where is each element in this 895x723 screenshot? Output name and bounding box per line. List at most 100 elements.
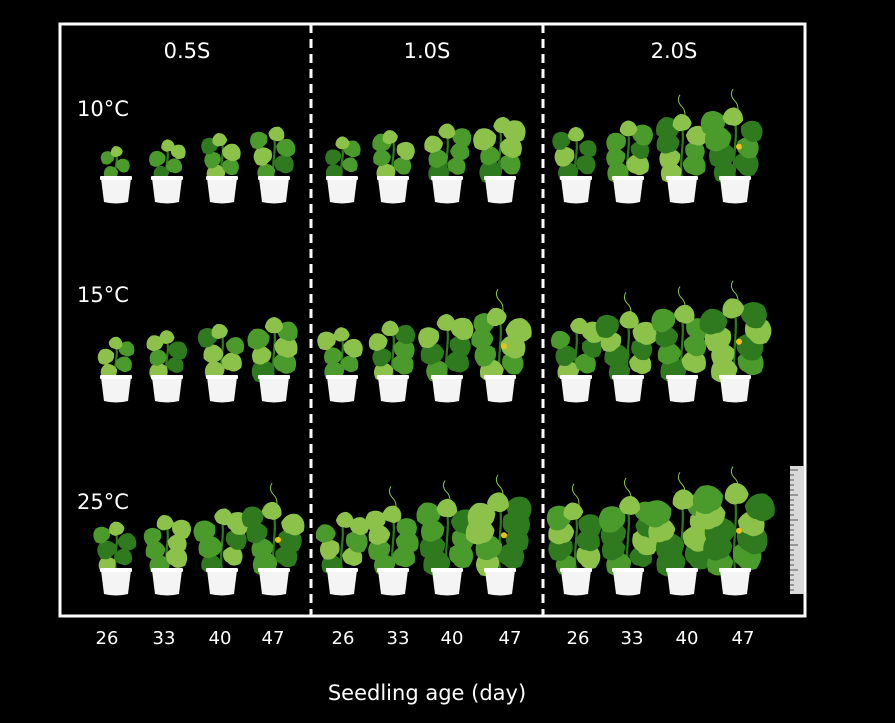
leaf [211, 323, 228, 340]
tendril [442, 480, 451, 513]
pot-rim [719, 176, 751, 180]
column-label-0-5s: 0.5S [164, 39, 211, 63]
leaf [630, 141, 650, 159]
pot-rim [612, 568, 644, 572]
pot-rim [100, 568, 132, 572]
seedling-pot [197, 323, 245, 403]
leaf [684, 334, 707, 357]
leaf [222, 158, 239, 176]
tendril [495, 288, 504, 322]
pot-rim [560, 375, 592, 379]
age-label: 47 [732, 628, 755, 649]
leaf [471, 328, 494, 349]
pot-rim [151, 375, 183, 379]
leaf [274, 335, 298, 358]
leaf [335, 136, 350, 150]
plant-photos [93, 88, 775, 596]
leaf [505, 318, 532, 343]
leaf [170, 144, 186, 160]
stem [391, 332, 395, 380]
leaf [115, 356, 132, 373]
leaf [319, 539, 340, 560]
pot [327, 377, 357, 403]
leaf [372, 347, 392, 367]
x-axis-label: Seedling age (day) [328, 681, 526, 705]
leaf [480, 146, 500, 166]
tendril [623, 477, 632, 511]
flower [736, 143, 742, 150]
leaf [252, 346, 272, 365]
leaf [598, 506, 626, 533]
age-labels: 26 33 40 47 26 33 40 47 26 33 40 47 [96, 628, 755, 649]
age-label: 33 [153, 628, 176, 649]
seedling-pot [424, 123, 472, 204]
leaf [149, 150, 166, 167]
leaf [722, 298, 745, 319]
leaf [335, 511, 354, 528]
leaf [424, 135, 444, 153]
leaf [393, 339, 415, 360]
flower [736, 527, 742, 534]
pot [720, 377, 750, 403]
age-label: 47 [262, 628, 285, 649]
seedling-pot [551, 317, 604, 403]
leaf [502, 352, 524, 375]
leaf [651, 308, 676, 333]
pot-rim [666, 176, 698, 180]
pot-rim [206, 176, 238, 180]
leaf [700, 110, 726, 135]
leaf [168, 341, 188, 360]
leaf [445, 350, 469, 373]
leaf [692, 485, 723, 515]
pot-rim [484, 176, 516, 180]
seedling-pot [465, 474, 532, 596]
leaf [467, 502, 496, 529]
age-label: 26 [567, 628, 590, 649]
leaf [109, 521, 125, 536]
seedling-pot [193, 508, 250, 596]
leaf [93, 526, 111, 544]
pot-rim [431, 568, 463, 572]
seedling-pot [250, 126, 296, 204]
leaf [225, 337, 245, 355]
pot-rim [377, 375, 409, 379]
pot [327, 570, 357, 596]
leaf [117, 533, 137, 551]
leaf [276, 138, 296, 157]
age-label: 33 [621, 628, 644, 649]
leaf [166, 356, 184, 373]
leaf [744, 493, 775, 522]
pot [667, 570, 697, 596]
leaf [274, 154, 294, 174]
pot [667, 178, 697, 204]
seedling-pot [97, 336, 135, 403]
seedling-pot [643, 471, 714, 596]
pot [613, 178, 643, 204]
pot [485, 570, 515, 596]
leaf [345, 530, 368, 553]
leaf [342, 157, 358, 173]
pot [720, 570, 750, 596]
tendril [730, 466, 739, 499]
leaf [436, 314, 456, 331]
leaf [97, 348, 115, 365]
leaf [473, 128, 497, 151]
leaf [223, 546, 243, 566]
pot [207, 178, 237, 204]
leaf [626, 153, 649, 176]
leaf [368, 333, 388, 351]
pot-rim [326, 176, 358, 180]
pot-rim [258, 375, 290, 379]
leaf [273, 351, 297, 374]
leaf [734, 152, 759, 177]
age-label: 40 [441, 628, 464, 649]
pot [485, 377, 515, 403]
leaf [657, 342, 682, 365]
seedling-pot [372, 130, 415, 204]
leaf [349, 517, 369, 536]
pot [101, 570, 131, 596]
leaf [165, 158, 182, 174]
tendril [730, 88, 739, 122]
pot [327, 178, 357, 204]
leaf [222, 143, 241, 162]
